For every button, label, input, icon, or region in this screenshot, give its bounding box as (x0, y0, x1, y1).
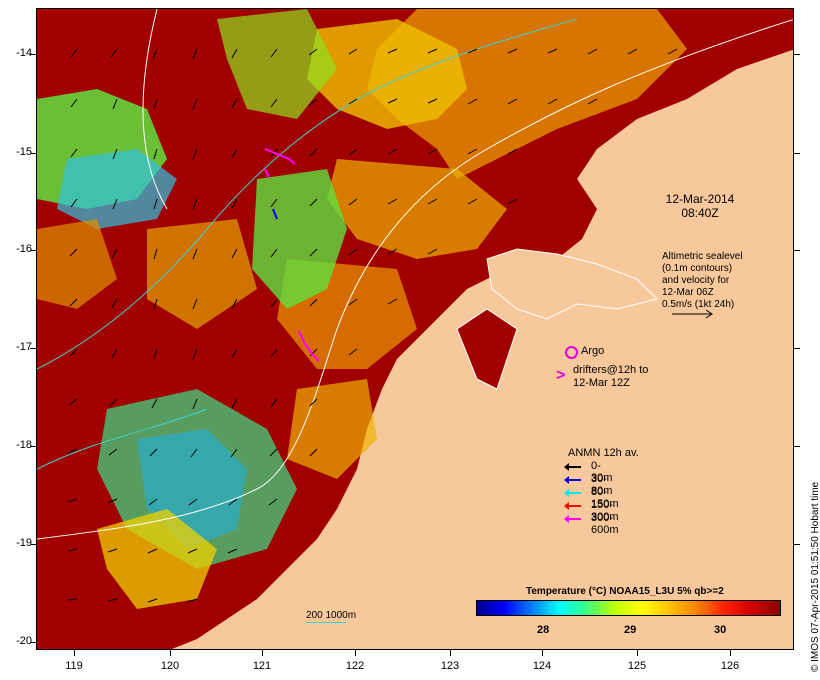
y-tick-label: -17 (16, 341, 32, 353)
x-tick-label: 126 (720, 660, 740, 672)
y-tick-label: -19 (16, 537, 32, 549)
sealevel-note-line: and velocity for (662, 275, 730, 286)
sst-map (36, 8, 794, 650)
y-tick-label: -14 (16, 47, 32, 59)
legend-label: 150-300m (591, 499, 619, 523)
isobath-200 (37, 9, 793, 540)
sealevel-note-line: 12-Mar 06Z (662, 287, 714, 298)
sst-cool-patch (57, 149, 177, 229)
velocity-arrows (67, 48, 678, 603)
colorbar-tick: 29 (624, 624, 637, 636)
y-tick-label: -15 (16, 146, 32, 158)
legend-label: 30-80m (591, 473, 613, 497)
sealevel-note-line: Altimetric sealevel (662, 251, 743, 262)
legend-arrow-icon (564, 463, 581, 471)
map-date-label: 12-Mar-2014 (665, 192, 735, 206)
coastline-inlet (486, 248, 658, 320)
colorbar-tick: 30 (714, 624, 727, 636)
legend-label: 80-150m (591, 486, 619, 510)
drifter-icon: > (556, 367, 566, 384)
sst-cool-patch (217, 9, 337, 119)
sst-cool-patch (252, 169, 347, 309)
sst-map-canvas (37, 9, 793, 649)
sst-warm-patch (327, 159, 507, 259)
x-tick-label: 119 (65, 660, 83, 672)
credit-text: © IMOS 07-Apr-2015 01:51:50 Hobart time (810, 481, 820, 672)
sst-warm-patch (287, 379, 377, 479)
legend-arrow-icon (564, 502, 581, 510)
sst-warm-patch (37, 219, 117, 309)
drifter-track (298, 330, 320, 362)
sst-cool-patch (97, 509, 217, 609)
legend-arrow-icon (564, 515, 581, 523)
velocity-scale-arrow (672, 309, 713, 319)
sst-warm-patch (147, 219, 257, 329)
sealevel-note-line: 0.5m/s (1kt 24h) (662, 299, 735, 310)
colorbar-title: Temperature (°C) NOAA15_L3U 5% qb>=2 (526, 586, 724, 597)
drifters-label-1: drifters@12h to (573, 364, 649, 376)
colorbar-tick: 28 (537, 624, 550, 636)
map-date: 12-Mar-2014 08:40Z (660, 192, 740, 220)
sealevel-note-line: (0.1m contours) (662, 263, 733, 274)
map-time-label: 08:40Z (681, 206, 719, 220)
drifters-label-2: 12-Mar 12Z (573, 377, 630, 389)
isobath-swatch (306, 622, 346, 623)
x-tick-label: 124 (532, 660, 552, 672)
legend-label: 300-600m (591, 512, 619, 536)
drifter-track (272, 208, 278, 220)
isobath-label: 200 1000m (306, 610, 357, 621)
y-tick-label: -18 (16, 439, 32, 451)
x-tick-label: 121 (252, 660, 272, 672)
y-tick-label: -20 (16, 635, 32, 647)
anmn-legend-title: ANMN 12h av. (568, 447, 639, 459)
legend-arrow-icon (564, 476, 581, 484)
coastline-inlet (456, 308, 518, 390)
sealevel-note: Altimetric sealevel (0.1m contours) and … (662, 251, 743, 311)
argo-icon (565, 346, 578, 359)
x-tick-label: 123 (440, 660, 460, 672)
x-tick-label: 120 (160, 660, 180, 672)
drifter-track (264, 148, 296, 178)
y-tick-label: -16 (16, 243, 32, 255)
legend-label: 0-30m (591, 460, 613, 484)
temperature-colorbar (476, 600, 781, 616)
sst-warm-patch (307, 19, 467, 129)
x-tick-label: 125 (627, 660, 647, 672)
legend-arrow-icon (564, 489, 581, 497)
x-tick-label: 122 (345, 660, 365, 672)
argo-label: Argo (581, 345, 605, 357)
